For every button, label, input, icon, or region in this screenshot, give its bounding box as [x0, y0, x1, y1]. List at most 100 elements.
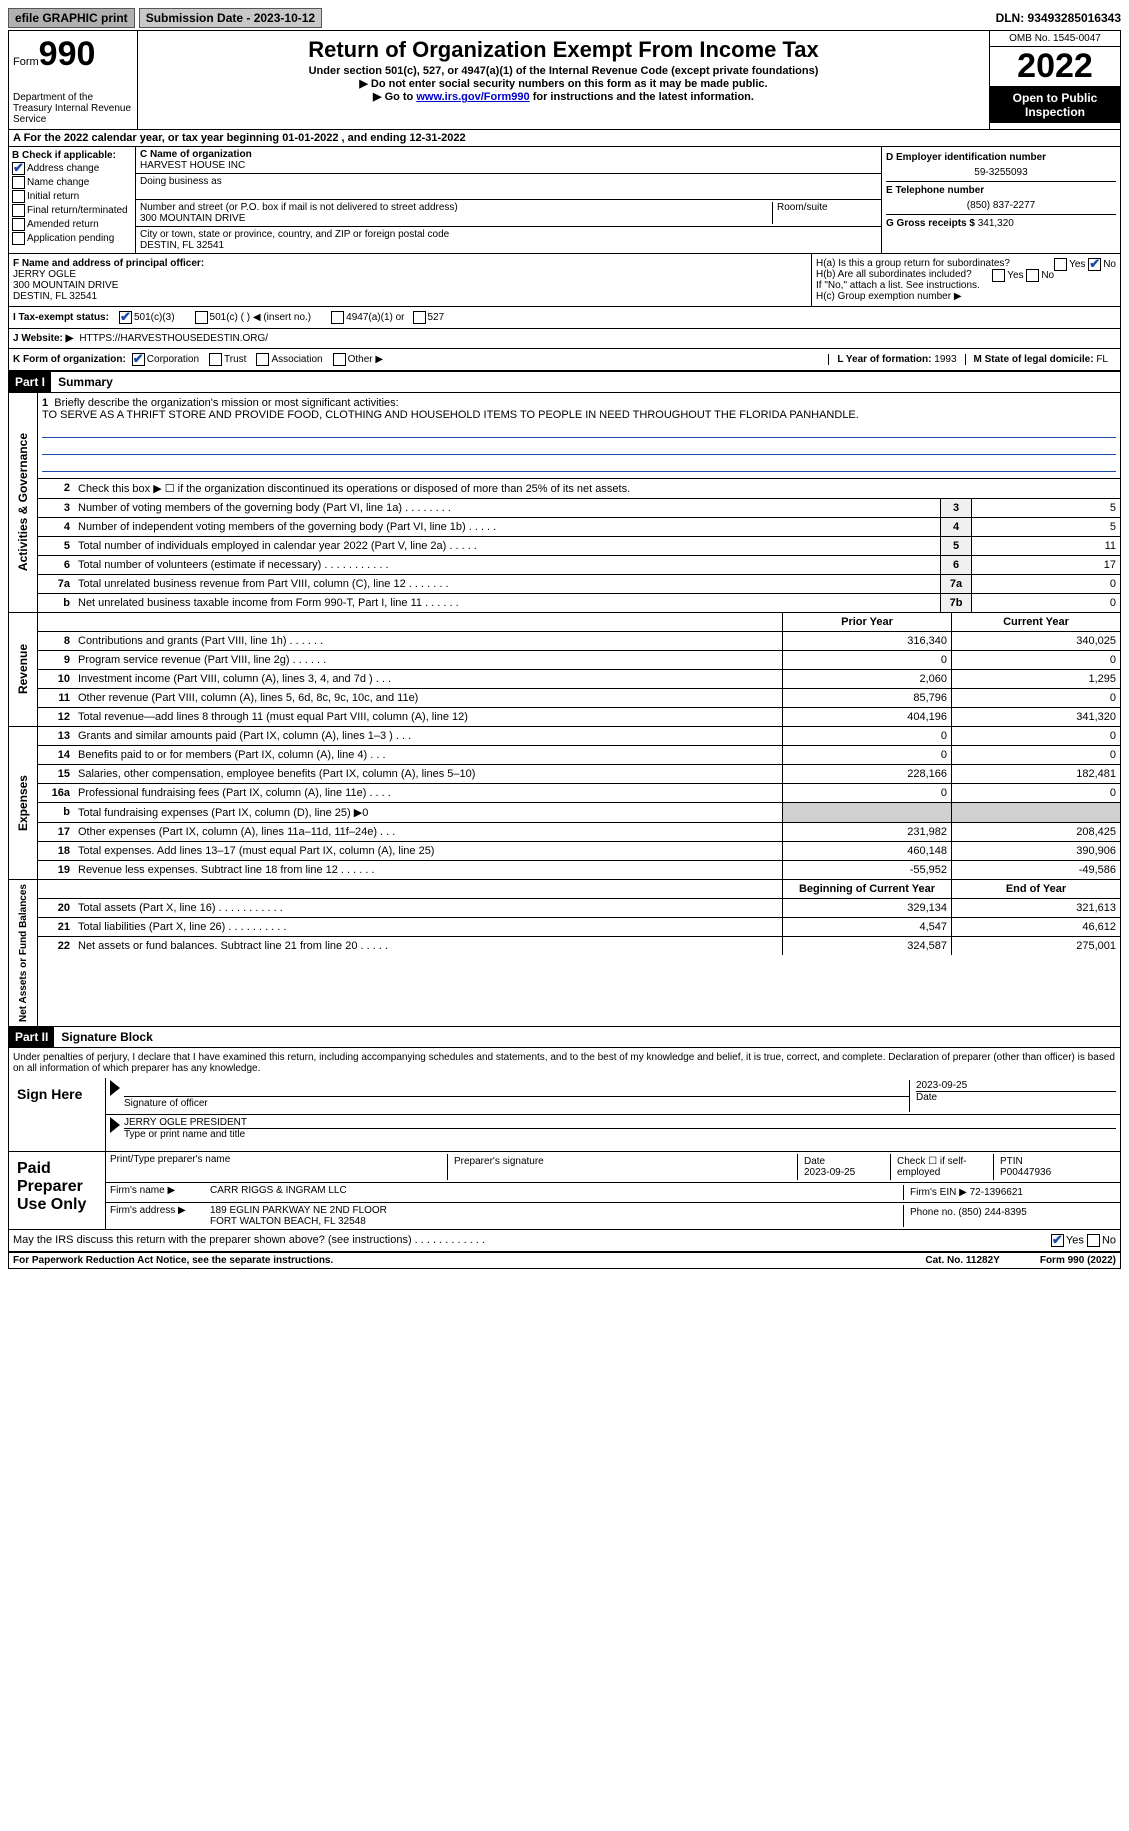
org-name: HARVEST HOUSE INC [140, 160, 877, 171]
vtext-net-assets: Net Assets or Fund Balances [9, 880, 38, 1026]
cb-name-change[interactable]: Name change [12, 176, 132, 189]
firm-addr-label: Firm's address ▶ [110, 1205, 210, 1227]
firm-name-label: Firm's name ▶ [110, 1185, 210, 1200]
header-left: Form990 Department of the Treasury Inter… [9, 31, 138, 129]
firm-phone-cell: Phone no. (850) 244-8395 [903, 1205, 1116, 1227]
cb-4947[interactable] [331, 311, 344, 324]
header-right: OMB No. 1545-0047 2022 Open to Public In… [989, 31, 1120, 129]
cb-527[interactable] [413, 311, 426, 324]
cb-amended-return[interactable]: Amended return [12, 218, 132, 231]
summary-line: 15Salaries, other compensation, employee… [38, 765, 1120, 784]
cb-other[interactable] [333, 353, 346, 366]
arrow-icon [110, 1117, 120, 1133]
summary-line: 6Total number of volunteers (estimate if… [38, 556, 1120, 575]
summary-line: 7aTotal unrelated business revenue from … [38, 575, 1120, 594]
cb-application-pending[interactable]: Application pending [12, 232, 132, 245]
officer-addr1: 300 MOUNTAIN DRIVE [13, 280, 807, 291]
summary-line: 9Program service revenue (Part VIII, lin… [38, 651, 1120, 670]
discuss-row: May the IRS discuss this return with the… [8, 1230, 1121, 1252]
submission-date-button[interactable]: Submission Date - 2023-10-12 [139, 8, 322, 28]
firm-address: 189 EGLIN PARKWAY NE 2ND FLOOR FORT WALT… [210, 1205, 903, 1227]
summary-line: 12Total revenue—add lines 8 through 11 (… [38, 708, 1120, 726]
summary-line: 18Total expenses. Add lines 13–17 (must … [38, 842, 1120, 861]
top-bar: efile GRAPHIC print Submission Date - 20… [8, 8, 1121, 28]
col-prior-year: Prior Year [782, 613, 951, 631]
irs-link[interactable]: www.irs.gov/Form990 [416, 91, 529, 103]
arrow-icon [110, 1080, 120, 1096]
prep-sig-label: Preparer's signature [447, 1154, 797, 1180]
summary-line: 22Net assets or fund balances. Subtract … [38, 937, 1120, 955]
efile-graphic-button[interactable]: efile GRAPHIC print [8, 8, 135, 28]
part1-title: Summary [58, 375, 113, 389]
header-mid: Return of Organization Exempt From Incom… [138, 31, 989, 129]
paid-preparer-section: Paid Preparer Use Only Print/Type prepar… [8, 1152, 1121, 1230]
summary-line: 20Total assets (Part X, line 16) . . . .… [38, 899, 1120, 918]
cb-initial-return[interactable]: Initial return [12, 190, 132, 203]
col-end-year: End of Year [951, 880, 1120, 898]
summary-line: 4Number of independent voting members of… [38, 518, 1120, 537]
part2-title: Signature Block [61, 1030, 152, 1044]
row-j-website: J Website: ▶ HTTPS://HARVESTHOUSEDESTIN.… [8, 329, 1121, 349]
cb-corporation[interactable] [132, 353, 145, 366]
part1-header: Part I [9, 372, 51, 392]
prep-name-label: Print/Type preparer's name [110, 1154, 447, 1180]
summary-line: 5Total number of individuals employed in… [38, 537, 1120, 556]
dept-label: Department of the Treasury Internal Reve… [13, 92, 133, 125]
prep-date-cell: Date2023-09-25 [797, 1154, 890, 1180]
form-subtitle: Under section 501(c), 527, or 4947(a)(1)… [142, 65, 985, 77]
cb-discuss-yes[interactable] [1051, 1234, 1064, 1247]
line-1-mission: 1 Briefly describe the organization's mi… [38, 393, 1120, 478]
omb-number: OMB No. 1545-0047 [990, 31, 1120, 47]
sign-here-label: Sign Here [9, 1078, 106, 1151]
footer-pra: For Paperwork Reduction Act Notice, see … [13, 1255, 333, 1266]
col-b-checkboxes: B Check if applicable: Address change Na… [9, 147, 136, 253]
row-a-calendar-year: A For the 2022 calendar year, or tax yea… [8, 130, 1121, 147]
officer-addr2: DESTIN, FL 32541 [13, 291, 807, 302]
cb-discuss-no[interactable] [1087, 1234, 1100, 1247]
vtext-expenses: Expenses [9, 727, 38, 879]
cb-trust[interactable] [209, 353, 222, 366]
cb-association[interactable] [256, 353, 269, 366]
l-year-formation: L Year of formation: 1993 [828, 354, 964, 365]
section-fhj: F Name and address of principal officer:… [8, 254, 1121, 307]
cb-501c3[interactable] [119, 311, 132, 324]
summary-line: bNet unrelated business taxable income f… [38, 594, 1120, 612]
ein-value: 59-3255093 [886, 167, 1116, 178]
officer-name-title: JERRY OGLE PRESIDENT [124, 1117, 1116, 1128]
col-c-org-info: C Name of organization HARVEST HOUSE INC… [136, 147, 882, 253]
section-bcd: B Check if applicable: Address change Na… [8, 147, 1121, 254]
sign-here-section: Sign Here Signature of officer 2023-09-2… [8, 1078, 1121, 1152]
col-b-label: B Check if applicable: [12, 150, 132, 161]
summary-line: 11Other revenue (Part VIII, column (A), … [38, 689, 1120, 708]
col-beginning-year: Beginning of Current Year [782, 880, 951, 898]
penalties-declaration: Under penalties of perjury, I declare th… [8, 1048, 1121, 1078]
summary-line: bTotal fundraising expenses (Part IX, co… [38, 803, 1120, 823]
form-label: Form [13, 56, 39, 68]
col-current-year: Current Year [951, 613, 1120, 631]
cb-501c[interactable] [195, 311, 208, 324]
open-inspection: Open to Public Inspection [990, 87, 1120, 123]
summary-line: 19Revenue less expenses. Subtract line 1… [38, 861, 1120, 879]
summary-line: 17Other expenses (Part IX, column (A), l… [38, 823, 1120, 842]
hb-note: If "No," attach a list. See instructions… [816, 280, 1116, 291]
phone-value: (850) 837-2277 [886, 200, 1116, 211]
note-2: ▶ Go to www.irs.gov/Form990 for instruct… [142, 90, 985, 103]
sig-date: 2023-09-25 [916, 1080, 1116, 1091]
firm-ein-cell: Firm's EIN ▶ 72-1396621 [903, 1185, 1116, 1200]
cb-address-change[interactable]: Address change [12, 162, 132, 175]
website-value: HTTPS://HARVESTHOUSEDESTIN.ORG/ [79, 333, 268, 344]
note-1: ▶ Do not enter social security numbers o… [142, 77, 985, 90]
footer-form: Form 990 (2022) [1040, 1255, 1116, 1266]
mission-text: TO SERVE AS A THRIFT STORE AND PROVIDE F… [42, 409, 859, 421]
cb-final-return[interactable]: Final return/terminated [12, 204, 132, 217]
summary-line: 3Number of voting members of the governi… [38, 499, 1120, 518]
gross-row: G Gross receipts $ 341,320 [886, 215, 1116, 232]
vtext-activities-governance: Activities & Governance [9, 393, 38, 612]
row-k-form-org: K Form of organization: Corporation Trus… [8, 349, 1121, 371]
dba-cell: Doing business as [136, 174, 881, 200]
summary-line: 21Total liabilities (Part X, line 26) . … [38, 918, 1120, 937]
hc-row: H(c) Group exemption number ▶ [816, 291, 1116, 302]
h-group-return: H(a) Is this a group return for subordin… [812, 254, 1120, 306]
firm-name: CARR RIGGS & INGRAM LLC [210, 1185, 903, 1200]
ein-row: D Employer identification number 59-3255… [886, 149, 1116, 182]
